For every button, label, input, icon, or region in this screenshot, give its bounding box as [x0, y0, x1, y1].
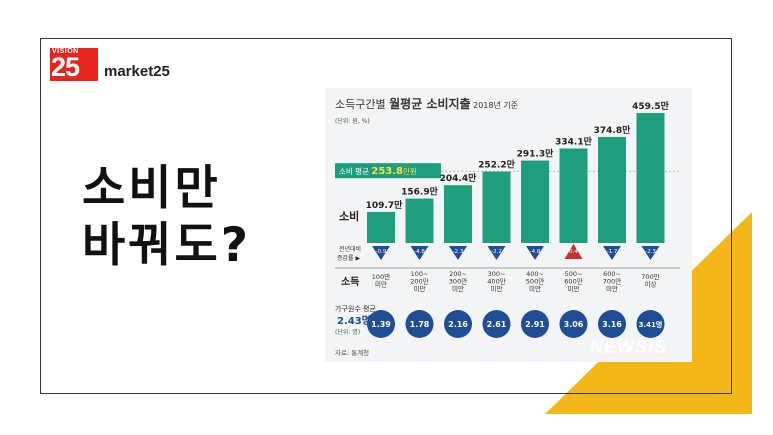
row-label-consumption: 소비 — [339, 209, 359, 223]
household-value: 2.61 — [487, 320, 507, 329]
household-circle — [367, 310, 395, 338]
income-category-label: 700만 — [641, 272, 659, 281]
average-value: 253.8 — [371, 166, 403, 177]
household-value: 2.91 — [525, 320, 545, 329]
bar — [482, 171, 511, 243]
row-label-change-1: 전년대비 — [339, 245, 361, 253]
household-label: 가구원수 평균 — [335, 304, 376, 313]
chart-panel: 소득구간별 월평균 소비지출 2018년 기준 (단위: 원, %) 소비 평균 2… — [325, 88, 692, 362]
household-value: 3.16 — [602, 320, 622, 329]
bar — [405, 198, 434, 243]
chart-title: 소득구간별 월평균 소비지출 2018년 기준 — [335, 96, 518, 111]
bar-value-label: 291.3만 — [517, 148, 554, 160]
bar-value-label: 459.5만 — [632, 100, 669, 112]
income-category-label: 100만 — [372, 272, 390, 281]
income-category-label: 미만 — [491, 284, 503, 293]
household-circle — [482, 310, 511, 338]
change-down-marker — [526, 246, 544, 260]
change-label: -0.9 — [376, 249, 387, 255]
change-label: -2.3 — [453, 249, 464, 255]
bar — [367, 211, 395, 243]
average-label: 소비 평균 253.8만원 — [339, 166, 417, 177]
average-box — [335, 163, 441, 179]
bar-value-label: 109.7만 — [366, 199, 403, 211]
household-value: 3.41명 — [639, 320, 663, 329]
logo-top-text: VISION — [52, 48, 79, 55]
household-circle — [521, 310, 549, 338]
income-category-label: 200만 — [410, 277, 428, 286]
income-category-label: 미만 — [452, 284, 464, 293]
income-category-label: 200~ — [449, 270, 467, 278]
household-value: 2.16 — [448, 320, 468, 329]
change-label: -4.8 — [530, 249, 541, 255]
slide-frame — [40, 38, 732, 394]
household-value: 1.39 — [371, 320, 391, 329]
bar-value-label: 374.8만 — [594, 124, 631, 136]
headline: 소비만 바꿔도? — [82, 160, 251, 274]
change-up-marker — [564, 244, 583, 259]
change-down-marker — [641, 246, 660, 260]
income-category-label: 700만 — [603, 277, 621, 286]
household-circle — [559, 310, 588, 338]
chart-source: 자료: 통계청 — [335, 348, 369, 357]
average-label-text: 소비 평균 — [339, 166, 371, 176]
income-category-label: 500~ — [565, 270, 583, 278]
income-category-label: 이상 — [645, 280, 657, 289]
household-circle — [636, 310, 665, 338]
household-circle — [444, 310, 472, 338]
household-average: 2.43명 — [337, 314, 371, 327]
income-category-label: 500만 — [526, 277, 544, 286]
change-label: -2.2 — [491, 249, 502, 255]
bar — [598, 136, 626, 243]
income-consumption-chart: 소득구간별 월평균 소비지출 2018년 기준 (단위: 원, %) 소비 평균 2… — [335, 96, 680, 357]
income-category-label: 100~ — [411, 270, 429, 278]
row-label-income: 소득 — [341, 276, 359, 288]
bar-value-label: 156.9만 — [401, 186, 438, 198]
income-category-label: 미만 — [375, 280, 387, 289]
chart-title-main: 월평균 소비지출 — [389, 96, 470, 111]
household-unit: (단위: 명) — [335, 328, 360, 336]
change-label: -1.7 — [607, 249, 618, 255]
change-down-marker — [449, 246, 467, 260]
headline-line-1: 소비만 — [82, 161, 221, 216]
change-down-marker — [487, 246, 506, 260]
logo-number: 25 — [51, 52, 80, 82]
logo — [50, 48, 98, 81]
chart-title-prefix: 소득구간별 — [335, 98, 389, 111]
average-unit: 만원 — [403, 167, 417, 176]
income-category-label: 미만 — [606, 284, 618, 293]
brand-name: market25 — [104, 63, 170, 80]
change-down-marker — [372, 246, 390, 260]
income-category-label: 미만 — [529, 284, 541, 293]
bar — [559, 148, 588, 243]
bar — [636, 112, 665, 243]
change-down-marker — [410, 246, 429, 260]
chart-title-year: 2018년 기준 — [471, 100, 519, 110]
income-category-label: 600만 — [564, 277, 582, 286]
income-category-label: 400만 — [487, 277, 505, 286]
income-category-label: 600~ — [603, 270, 621, 278]
headline-line-2: 바꿔도? — [82, 218, 251, 273]
household-value: 1.78 — [410, 320, 430, 329]
bar-value-label: 334.1만 — [555, 135, 592, 147]
change-label: 0.4 — [569, 249, 578, 255]
change-label: -2.3 — [645, 249, 656, 255]
change-label: -4.8 — [414, 249, 425, 255]
income-category-label: 300~ — [488, 270, 506, 278]
income-category-label: 미만 — [414, 284, 426, 293]
row-label-change-2: 증감률 ▶ — [337, 255, 360, 262]
change-down-marker — [603, 246, 621, 260]
bar-value-label: 252.2만 — [478, 159, 515, 171]
income-category-label: 300만 — [449, 277, 467, 286]
watermark: NEWSIS — [590, 337, 668, 357]
household-circle — [405, 310, 434, 338]
bar-value-label: 204.4만 — [440, 172, 477, 184]
bar — [444, 185, 472, 243]
chart-unit: (단위: 원, %) — [335, 117, 370, 125]
household-value: 3.06 — [564, 320, 584, 329]
household-circle — [598, 310, 626, 338]
bar — [521, 160, 549, 243]
income-category-label: 400~ — [526, 270, 544, 278]
income-category-label: 미만 — [568, 284, 580, 293]
